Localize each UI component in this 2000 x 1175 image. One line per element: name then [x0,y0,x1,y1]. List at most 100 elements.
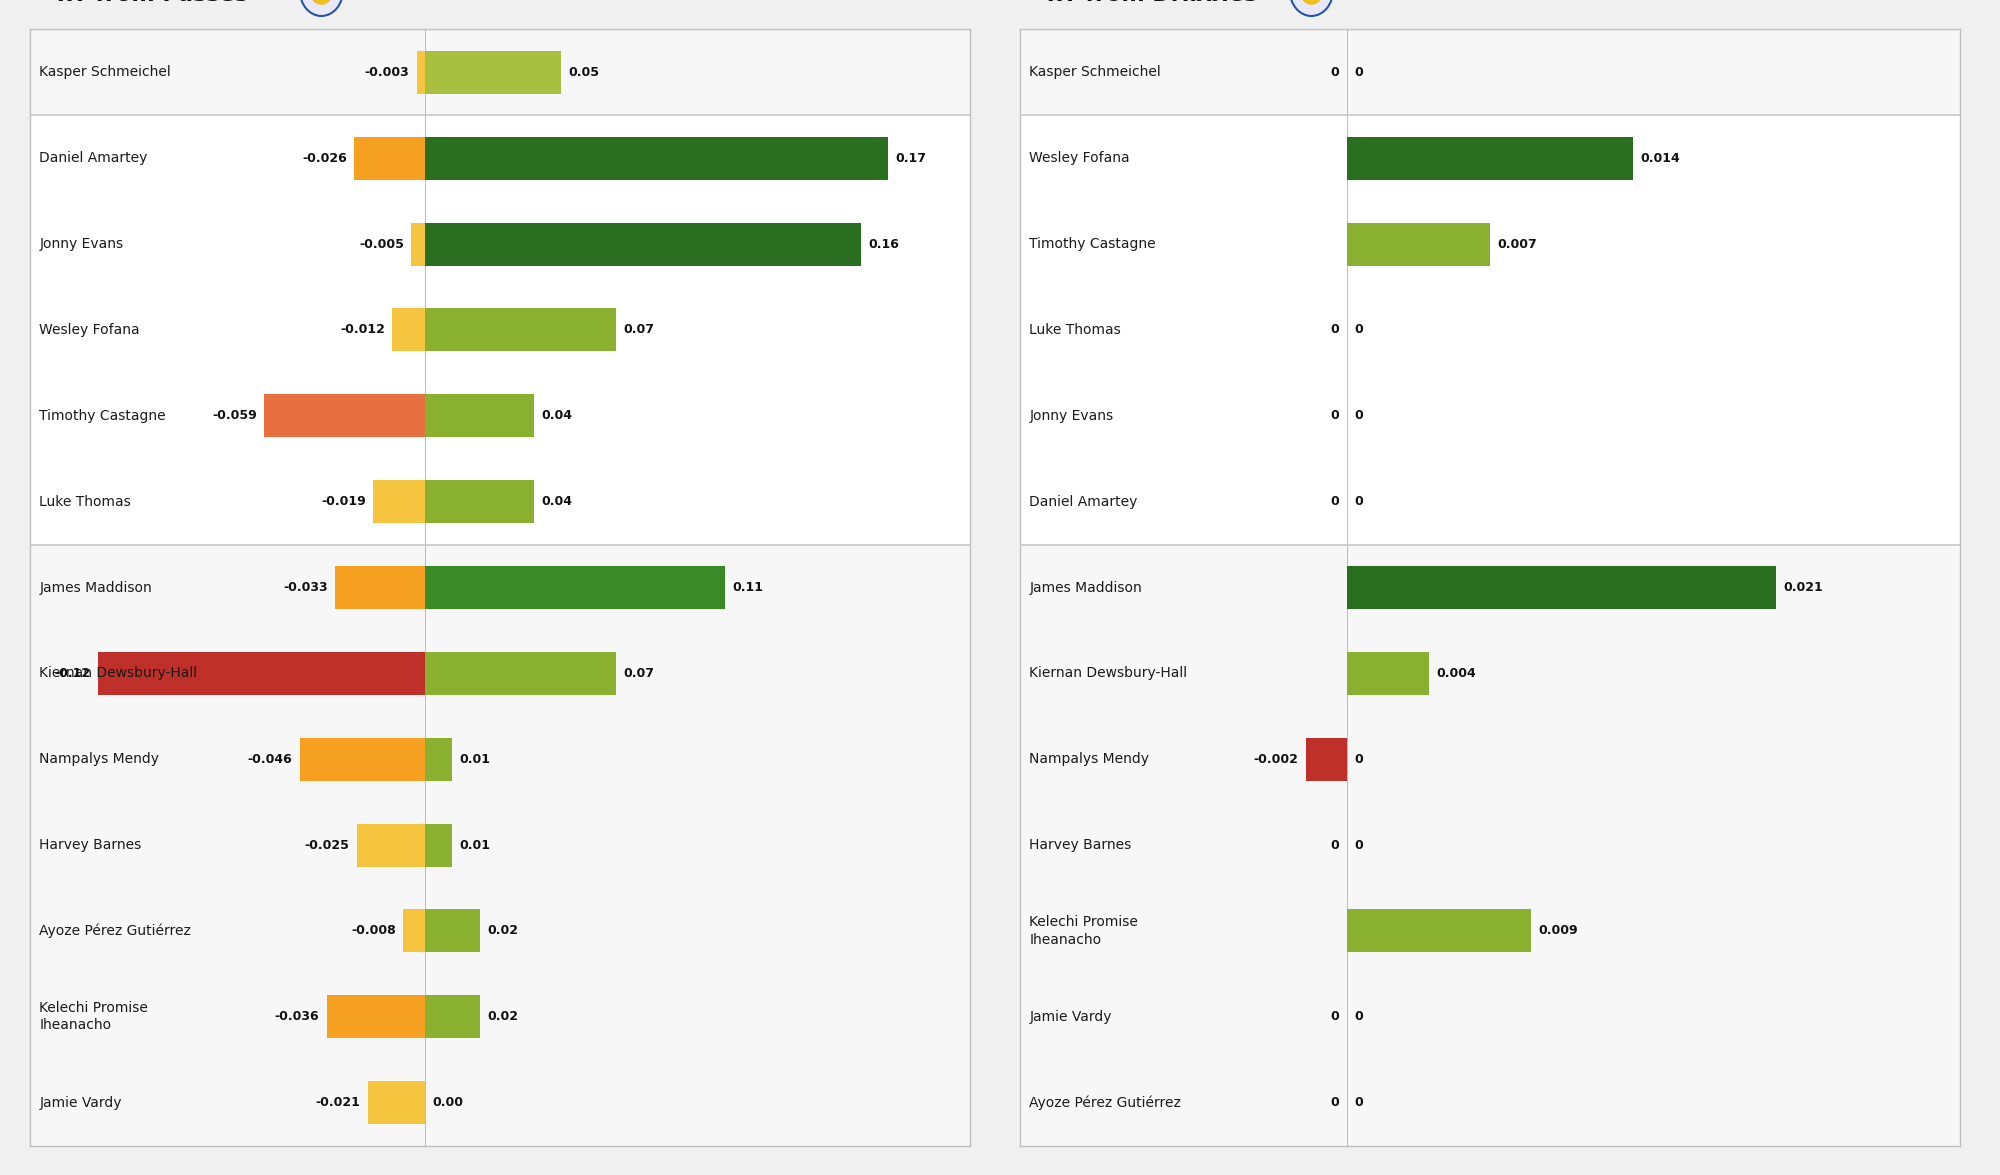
Text: Jonny Evans: Jonny Evans [1030,409,1114,423]
Text: 0.02: 0.02 [488,925,518,938]
Text: Kasper Schmeichel: Kasper Schmeichel [40,66,172,79]
Bar [1306,738,1346,780]
Text: 0: 0 [1354,323,1364,336]
Bar [368,1081,426,1124]
Bar [426,222,862,266]
Text: -0.002: -0.002 [1254,753,1298,766]
Text: 0: 0 [1354,753,1364,766]
Bar [98,652,426,694]
Text: -0.059: -0.059 [212,409,256,422]
Text: 0.01: 0.01 [460,839,490,852]
Bar [1346,136,1634,180]
Bar [412,222,426,266]
Text: -0.005: -0.005 [360,237,404,250]
Text: 0: 0 [1330,323,1340,336]
Bar [426,995,480,1039]
Text: Kiernan Dewsbury-Hall: Kiernan Dewsbury-Hall [1030,666,1188,680]
Bar [416,51,426,94]
Circle shape [1300,0,1324,5]
Text: -0.036: -0.036 [274,1010,320,1023]
Text: -0.021: -0.021 [316,1096,360,1109]
Text: 0: 0 [1330,839,1340,852]
Text: Timothy Castagne: Timothy Castagne [40,409,166,423]
Text: 0: 0 [1354,66,1364,79]
Text: Luke Thomas: Luke Thomas [1030,323,1122,337]
Text: Kelechi Promise
Iheanacho: Kelechi Promise Iheanacho [1030,915,1138,947]
Text: 0: 0 [1330,495,1340,508]
Bar [30,544,970,1146]
Text: -0.025: -0.025 [304,839,350,852]
Text: Kelechi Promise
Iheanacho: Kelechi Promise Iheanacho [40,1001,148,1033]
Text: -0.019: -0.019 [322,495,366,508]
Text: 0.009: 0.009 [1538,925,1578,938]
Bar [426,824,452,867]
Text: -0.033: -0.033 [284,580,328,595]
Text: 0.02: 0.02 [488,1010,518,1023]
Text: 0.07: 0.07 [624,667,654,680]
Bar [30,115,970,544]
Text: Harvey Barnes: Harvey Barnes [40,838,142,852]
Text: 0.11: 0.11 [732,580,764,595]
Text: 0: 0 [1330,1010,1340,1023]
Bar [354,136,426,180]
Text: 0.01: 0.01 [460,753,490,766]
Text: 0.17: 0.17 [896,152,926,165]
Text: -0.046: -0.046 [248,753,292,766]
Text: 0.07: 0.07 [624,323,654,336]
Text: 0.007: 0.007 [1498,237,1538,250]
Bar [1346,566,1776,609]
Text: 0: 0 [1330,409,1340,422]
Text: Jamie Vardy: Jamie Vardy [1030,1009,1112,1023]
Text: 0.05: 0.05 [568,66,600,79]
Text: Kasper Schmeichel: Kasper Schmeichel [1030,66,1162,79]
Text: 0.014: 0.014 [1640,152,1680,165]
Text: 0: 0 [1354,495,1364,508]
Text: -0.026: -0.026 [302,152,346,165]
Bar [300,738,426,780]
Bar [336,566,426,609]
Text: -0.008: -0.008 [352,925,396,938]
Bar [426,395,534,437]
Text: 0: 0 [1354,839,1364,852]
Text: 0.04: 0.04 [542,409,572,422]
Text: Jamie Vardy: Jamie Vardy [40,1096,122,1109]
Text: Daniel Amartey: Daniel Amartey [1030,495,1138,509]
Text: Jonny Evans: Jonny Evans [40,237,124,251]
Text: -0.012: -0.012 [340,323,384,336]
Bar [404,909,426,953]
Bar [392,309,426,351]
Text: Harvey Barnes: Harvey Barnes [1030,838,1132,852]
Text: Nampalys Mendy: Nampalys Mendy [40,752,160,766]
Bar [426,481,534,523]
Text: 0.021: 0.021 [1784,580,1824,595]
Bar [264,395,426,437]
Bar [30,29,970,115]
Bar [426,909,480,953]
Bar [1346,652,1428,694]
Text: 0.004: 0.004 [1436,667,1476,680]
Text: 0: 0 [1354,1010,1364,1023]
Text: Nampalys Mendy: Nampalys Mendy [1030,752,1150,766]
Text: Ayoze Pérez Gutiérrez: Ayoze Pérez Gutiérrez [1030,1095,1182,1110]
Bar [356,824,426,867]
Text: -0.12: -0.12 [54,667,90,680]
Text: Luke Thomas: Luke Thomas [40,495,132,509]
Text: Timothy Castagne: Timothy Castagne [1030,237,1156,251]
Bar [426,309,616,351]
Bar [426,652,616,694]
Text: Wesley Fofana: Wesley Fofana [1030,152,1130,166]
Bar [1346,909,1530,953]
Bar [326,995,426,1039]
Circle shape [1290,0,1334,16]
Bar [1020,115,1960,544]
Text: 0.00: 0.00 [432,1096,464,1109]
Text: 0: 0 [1330,66,1340,79]
Bar [426,51,562,94]
Bar [426,738,452,780]
Text: Ayoze Pérez Gutiérrez: Ayoze Pérez Gutiérrez [40,924,192,938]
Text: 0: 0 [1354,1096,1364,1109]
Bar [374,481,426,523]
Text: James Maddison: James Maddison [40,580,152,595]
Text: 0: 0 [1354,409,1364,422]
Text: xT from Dribbles: xT from Dribbles [1048,0,1258,5]
